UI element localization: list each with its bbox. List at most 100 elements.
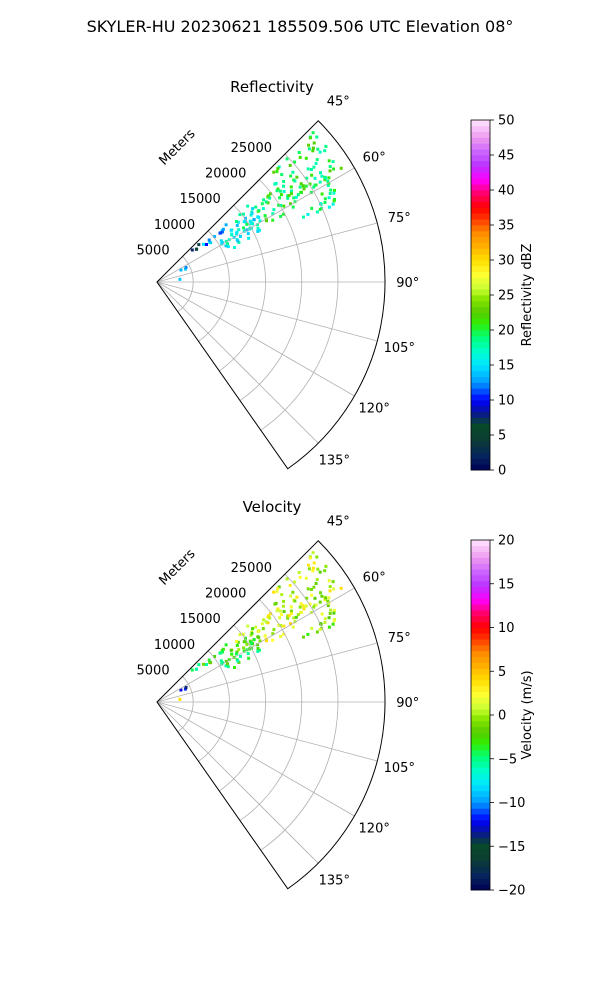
- colorbar-band: [471, 137, 490, 144]
- echo-gate: [221, 227, 225, 231]
- azimuth-tick-label: 45°: [327, 515, 350, 530]
- echo-gate: [332, 167, 336, 171]
- echo-gate: [333, 608, 336, 612]
- colorbar-band: [471, 120, 490, 127]
- radial-tick-label: 20000: [205, 587, 246, 602]
- echo-gate: [298, 605, 302, 609]
- echo-gate: [221, 650, 224, 654]
- azimuth-spoke: [156, 222, 378, 283]
- echo-gate: [219, 659, 223, 663]
- echo-gate: [271, 212, 275, 216]
- colorbar-band: [471, 755, 490, 763]
- echo-gate: [278, 616, 282, 620]
- colorbar-band: [471, 598, 490, 605]
- echo-gate: [294, 615, 298, 619]
- echo-gate: [257, 209, 261, 213]
- echo-gate: [246, 232, 250, 236]
- echo-gate: [306, 587, 310, 591]
- colorbar-band: [471, 639, 490, 646]
- echo-gate: [272, 590, 276, 594]
- echo-gate: [313, 596, 317, 600]
- echo-gate: [237, 648, 241, 652]
- colorbar-band: [471, 190, 490, 197]
- echo-gate: [226, 245, 230, 249]
- echo-gate: [308, 602, 312, 606]
- echo-gate: [280, 593, 284, 597]
- echo-gate: [311, 551, 315, 555]
- echo-gate: [316, 567, 320, 571]
- panel-title: Reflectivity: [230, 78, 314, 96]
- echo-gate: [327, 196, 331, 200]
- sector-outline: [156, 540, 386, 890]
- echo-gate: [295, 175, 299, 179]
- colorbar-band: [471, 230, 490, 238]
- echo-gate: [319, 591, 322, 595]
- colorbar-band: [471, 166, 490, 173]
- echo-gate: [207, 658, 211, 662]
- echo-gate: [258, 219, 262, 223]
- echo-gate: [239, 654, 242, 658]
- echo-gate: [205, 243, 208, 246]
- echo-gate: [256, 227, 260, 230]
- colorbar-band: [471, 697, 490, 704]
- echo-gate: [307, 147, 311, 151]
- echo-gate: [242, 226, 246, 230]
- echo-gate: [227, 238, 231, 242]
- colorbar-band: [471, 750, 490, 757]
- colorbar-band: [471, 709, 490, 716]
- colorbar-label: Reflectivity dBZ: [520, 244, 535, 347]
- echo-gate: [327, 625, 331, 629]
- colorbar-band: [471, 324, 490, 331]
- echo-gate: [271, 218, 275, 222]
- colorbar-band: [471, 633, 490, 640]
- echo-gate: [312, 185, 316, 189]
- echo-gate: [224, 244, 228, 248]
- colorbar-band: [471, 720, 490, 728]
- azimuth-tick-label: 60°: [363, 571, 386, 586]
- echo-gate: [179, 268, 183, 272]
- echo-gate: [289, 609, 293, 613]
- colorbar-band: [471, 656, 490, 663]
- echo-gate: [235, 650, 239, 654]
- colorbar-band: [471, 779, 490, 786]
- azimuth-spoke: [156, 167, 355, 283]
- echo-gate: [318, 207, 322, 211]
- colorbar-band: [471, 849, 490, 856]
- echo-gate: [282, 610, 286, 613]
- echo-gate: [267, 614, 271, 618]
- echo-gate: [221, 647, 225, 651]
- echo-gate: [314, 183, 318, 187]
- echo-gate: [307, 563, 311, 567]
- colorbar-band: [471, 860, 490, 868]
- echo-gate: [289, 594, 293, 598]
- echo-gate: [252, 638, 256, 641]
- echo-gate: [242, 646, 246, 650]
- echo-gate: [293, 200, 297, 204]
- echo-gate: [271, 638, 275, 642]
- echo-gate: [251, 627, 255, 631]
- echo-gate: [202, 242, 205, 246]
- colorbar-tick-label: 50: [498, 114, 515, 129]
- colorbar-tick-label: 40: [498, 184, 515, 199]
- colorbar-band: [471, 831, 490, 838]
- echo-gate: [282, 179, 286, 183]
- echo-gate: [241, 632, 245, 636]
- colorbar-tick-label: −5: [498, 752, 517, 767]
- range-ring: [219, 624, 266, 792]
- echo-gate: [282, 204, 286, 208]
- colorbar-band: [471, 225, 490, 232]
- colorbar-tick-label: 5: [498, 665, 506, 680]
- colorbar-tick-label: −20: [498, 884, 525, 899]
- echo-gate: [256, 643, 259, 647]
- radial-tick-label: 15000: [179, 192, 220, 207]
- colorbar-band: [471, 738, 490, 745]
- echo-gate: [205, 663, 208, 666]
- echo-gate: [299, 602, 303, 606]
- echo-gate: [314, 603, 318, 607]
- echo-gate: [306, 167, 310, 171]
- echo-gate: [247, 236, 251, 240]
- echo-gate: [320, 192, 324, 196]
- echo-gate: [264, 620, 268, 624]
- echo-gate: [310, 626, 314, 630]
- echo-gate: [288, 163, 292, 167]
